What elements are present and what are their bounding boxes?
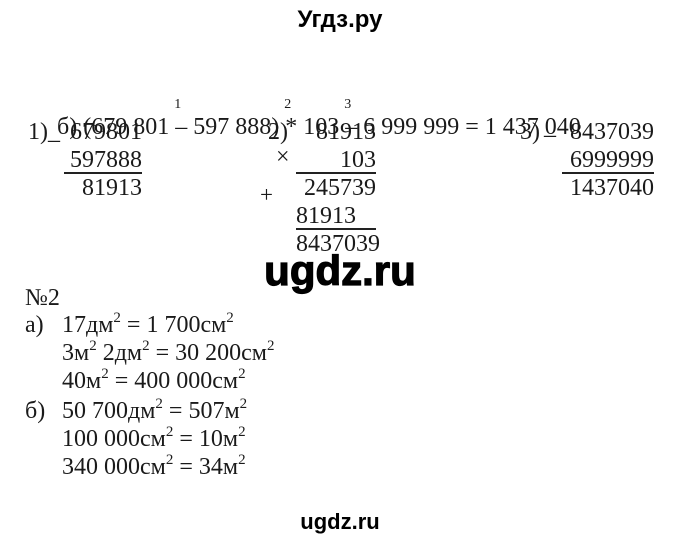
difference-row: 81913 [28,174,142,202]
measurement-text: 100 000см [62,426,166,452]
group-label: а) [25,312,44,338]
measurement-text: = 10м [173,426,239,452]
step-3-subtraction: 3) _ 8437039 6999999 1437040 [520,114,654,202]
minuend-value: 679801 [70,119,142,145]
superscript-exponent: 2 [165,424,174,440]
subtrahend-row: 6999999 [520,146,654,174]
measurement-text: = 507м [162,398,240,424]
task1-item-label: б) [57,114,84,140]
step-gutter [520,146,562,174]
conversion-line: 100 000см2 = 10м2 [62,425,247,453]
superscript-exponent: 2 [266,338,275,354]
site-header-title: Угдз.ру [297,6,383,33]
task2-number: №2 [25,285,60,311]
measurement-text: 50 700дм [62,398,156,424]
measurement-text: 3м [62,340,90,366]
operation-order-index-3: 3 [344,97,352,112]
step-gutter [28,174,64,202]
product-row: 8437039 [268,230,380,258]
partial-product-2-field: 81913 [296,202,376,230]
step-gutter [520,174,562,202]
superscript-exponent: 2 [142,338,150,354]
subtraction-sign: _ [544,114,556,140]
measurement-text: 2дм [96,340,143,366]
superscript-exponent: 2 [239,396,248,412]
multiplier-row: × 103 [268,144,376,174]
conversion-line: 17дм2 = 1 700см2 [62,311,274,339]
measurement-text: = 400 000см [108,368,239,394]
task2-group-a: а) 17дм2 = 1 700см2 3м2 2дм2 = 30 200см2 4… [25,311,274,395]
difference-value: 81913 [82,175,142,201]
subtrahend-row: 597888 [28,146,142,174]
partial-product-2-value: 81913 [296,203,356,229]
step-number: 2) [268,119,288,145]
step-gutter [28,146,64,174]
expression-segment-3: 103 [297,114,346,140]
task2-group-b: б) 50 700дм2 = 507м2 100 000см2 = 10м2 340… [25,397,247,481]
minuend-row: 1)_ 679801 [28,118,142,146]
operation-order-index-1: 1 [174,97,182,112]
multiplicand-value: 81913 [316,119,376,145]
superscript-exponent: 2 [101,366,109,382]
operator-minus-first: –1 [174,98,188,141]
operator-minus-second: –3 [344,98,358,141]
step-gutter: 1)_ [28,118,64,146]
difference-value: 1437040 [570,175,654,201]
subtraction-sign: _ [48,119,60,145]
group-label: б) [25,398,46,424]
minuend-value: 8437039 [570,119,654,145]
minuend-row: 3) _ 8437039 [520,114,654,146]
superscript-exponent: 2 [238,452,246,468]
conversion-lines: 17дм2 = 1 700см2 3м2 2дм2 = 30 200см2 40м2… [62,311,274,395]
minus-sign: – [175,114,188,140]
conversion-line: 340 000см2 = 34м2 [62,453,247,481]
conversion-line: 40м2 = 400 000см2 [62,367,274,395]
step-gutter: 3) _ [520,114,562,146]
step-number: 1) [28,119,48,145]
multiplier-value: 103 [296,146,376,174]
footer-site-text: ugdz.ru [300,509,380,534]
step-2-multiplication: + 2) 81913 × 103 245739 81913 8437039 [260,118,380,258]
subtrahend-value: 597888 [64,146,142,174]
conversion-lines: 50 700дм2 = 507м2 100 000см2 = 10м2 340 00… [62,397,247,481]
multiplicand-row: 2) 81913 [268,118,376,146]
asterisk-sign: * [285,114,298,140]
expression-line: б) (679 801 –1 597 888) * 2 103 –3 6 999 … [33,87,581,168]
expression-segment-2: 597 888) [187,114,286,140]
measurement-text: 40м [62,368,102,394]
superscript-exponent: 2 [89,338,97,354]
conversion-line: 50 700дм2 = 507м2 [62,397,247,425]
measurement-text: = 34м [173,454,239,480]
partial-product-2-row: 81913 [268,202,376,230]
superscript-exponent: 2 [238,366,246,382]
step-1-subtraction: 1)_ 679801 597888 81913 [28,118,142,202]
step-number: 3) [520,119,540,145]
watermark-text: ugdz.ru [264,247,417,294]
subtrahend-value: 6999999 [562,146,654,174]
superscript-exponent: 2 [165,452,174,468]
operation-order-index-2: 2 [284,97,292,112]
product-value: 8437039 [296,231,380,257]
measurement-text: 340 000см [62,454,166,480]
measurement-text: = 30 200см [149,340,267,366]
operator-multiply: * 2 [284,98,298,141]
expression-result-segment: 6 999 999 = 1 437 040 [357,114,581,140]
expression-segment-1: (679 801 [83,114,176,140]
conversion-line: 3м2 2дм2 = 30 200см2 [62,339,274,367]
plus-sign: + [260,182,273,207]
measurement-text: = 1 700см [120,312,227,338]
difference-row: 1437040 [520,174,654,202]
partial-product-1-value: 245739 [304,175,376,201]
multiply-sign: × [276,144,290,170]
minus-sign: – [345,114,358,140]
measurement-text: 17дм [62,312,114,338]
superscript-exponent: 2 [238,424,246,440]
superscript-exponent: 2 [155,396,163,412]
partial-product-1-row: 245739 [268,174,376,202]
superscript-exponent: 2 [113,310,121,326]
superscript-exponent: 2 [226,310,234,326]
